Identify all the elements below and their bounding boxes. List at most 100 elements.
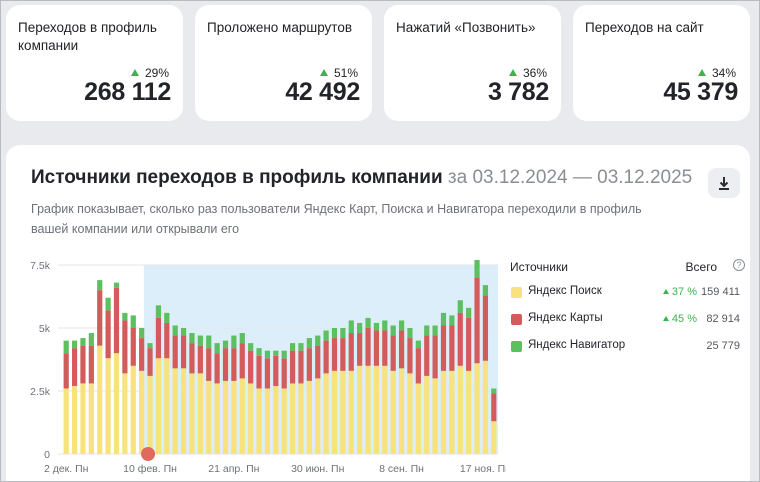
bar-segment-navigator bbox=[298, 343, 304, 351]
bar-segment-search bbox=[147, 375, 153, 454]
kpi-title: Нажатий «Позвонить» bbox=[396, 20, 536, 35]
bar-segment-maps bbox=[440, 325, 447, 371]
y-tick-label: 2.5k bbox=[30, 386, 51, 398]
bar-segment-search bbox=[63, 388, 69, 454]
bar-segment-navigator bbox=[398, 320, 405, 331]
legend-item-navigator[interactable]: Яндекс Навигатор 25 779 bbox=[510, 332, 745, 359]
bar-segment-maps bbox=[449, 325, 455, 371]
trend-up-icon bbox=[508, 69, 517, 76]
bar-segment-search bbox=[407, 373, 413, 454]
bar-segment-maps bbox=[130, 328, 136, 366]
legend-name: Яндекс Поиск bbox=[528, 285, 602, 297]
bar-segment-navigator bbox=[214, 343, 220, 354]
kpi-value: 3 782 bbox=[487, 78, 549, 106]
kpi-card-routes[interactable]: Проложено маршрутов 51% 42 492 bbox=[195, 5, 372, 121]
bar-segment-maps bbox=[365, 328, 371, 366]
bar-segment-navigator bbox=[71, 340, 78, 349]
bar-segment-search bbox=[491, 421, 497, 454]
bar-segment-navigator bbox=[147, 343, 153, 349]
bar-segment-navigator bbox=[273, 350, 279, 356]
sources-panel: Источники переходов в профиль компании з… bbox=[6, 145, 750, 482]
x-tick-label: 2 дек. Пн bbox=[44, 463, 89, 475]
bar-segment-navigator bbox=[248, 343, 254, 351]
bar-segment-search bbox=[113, 353, 120, 454]
bar-segment-search bbox=[281, 388, 287, 454]
bar-segment-navigator bbox=[155, 305, 162, 318]
bar-segment-navigator bbox=[415, 340, 421, 349]
bar-segment-search bbox=[180, 368, 187, 454]
trend-up-icon bbox=[662, 316, 669, 321]
bar-segment-maps bbox=[382, 330, 388, 366]
bar-segment-search bbox=[206, 380, 212, 454]
bar-segment-navigator bbox=[88, 333, 94, 346]
download-button[interactable] bbox=[708, 168, 740, 198]
legend-item-search[interactable]: Яндекс Поиск 37 % 159 411 bbox=[510, 278, 745, 305]
bar-segment-search bbox=[331, 370, 338, 454]
legend-total: 25 779 bbox=[706, 340, 740, 352]
kpi-card-site-visits[interactable]: Переходов на сайт 34% 45 379 bbox=[573, 5, 750, 121]
info-icon[interactable]: ? bbox=[733, 259, 745, 271]
bar-segment-search bbox=[398, 368, 405, 454]
bar-segment-maps bbox=[357, 333, 363, 366]
bar-segment-search bbox=[315, 378, 321, 454]
bar-segment-maps bbox=[113, 287, 120, 354]
bar-segment-navigator bbox=[180, 328, 187, 336]
bar-segment-search bbox=[273, 385, 279, 454]
bar-segment-search bbox=[164, 358, 170, 454]
bar-segment-navigator bbox=[113, 282, 120, 288]
bar-segment-navigator bbox=[256, 348, 262, 356]
bar-segment-maps bbox=[139, 338, 145, 371]
bar-segment-navigator bbox=[340, 328, 346, 339]
legend: Источники Всего ? Яндекс Поиск 37 % 159 … bbox=[510, 256, 745, 359]
x-tick-label: 8 сен. Пн bbox=[379, 463, 424, 475]
bar-segment-maps bbox=[105, 310, 111, 359]
kpi-delta: 36% bbox=[508, 66, 547, 80]
kpi-card-profile-visits[interactable]: Переходов в профиль компании 29% 268 112 bbox=[6, 5, 183, 121]
x-tick-label: 10 фев. Пн bbox=[123, 463, 177, 475]
bar-segment-navigator bbox=[315, 335, 321, 346]
panel-title: Источники переходов в профиль компании з… bbox=[31, 167, 693, 188]
kpi-card-calls[interactable]: Нажатий «Позвонить» 36% 3 782 bbox=[384, 5, 561, 121]
event-marker bbox=[141, 447, 156, 461]
bar-segment-maps bbox=[231, 348, 237, 381]
bar-segment-search bbox=[466, 370, 472, 454]
bar-segment-navigator bbox=[466, 307, 472, 318]
bar-segment-search bbox=[189, 373, 195, 454]
legend-name: Яндекс Карты bbox=[528, 312, 603, 324]
bar-segment-maps bbox=[482, 295, 489, 361]
kpi-delta: 29% bbox=[130, 66, 169, 80]
bar-segment-navigator bbox=[440, 312, 447, 326]
legend-item-maps[interactable]: Яндекс Карты 45 % 82 914 bbox=[510, 305, 745, 332]
x-tick-label: 17 ноя. Пн bbox=[460, 463, 506, 475]
bar-segment-navigator bbox=[197, 335, 203, 346]
bar-segment-search bbox=[424, 375, 430, 454]
kpi-value: 45 379 bbox=[663, 78, 738, 106]
bar-segment-maps bbox=[306, 348, 312, 381]
bar-segment-maps bbox=[398, 330, 405, 369]
bar-segment-maps bbox=[97, 290, 103, 346]
bar-segment-navigator bbox=[357, 322, 363, 334]
legend-delta: 37 % bbox=[662, 286, 697, 298]
kpi-delta: 51% bbox=[319, 66, 358, 80]
bar-segment-search bbox=[88, 383, 94, 454]
legend-total: 159 411 bbox=[701, 286, 740, 298]
bar-segment-navigator bbox=[306, 338, 312, 349]
bar-segment-search bbox=[449, 370, 455, 454]
bar-segment-maps bbox=[348, 333, 354, 371]
bar-segment-navigator bbox=[482, 285, 489, 296]
bar-segment-navigator bbox=[80, 338, 86, 346]
bar-segment-search bbox=[239, 378, 245, 454]
bar-segment-maps bbox=[323, 340, 329, 374]
bar-segment-navigator bbox=[373, 322, 380, 331]
download-icon bbox=[719, 177, 729, 190]
bar-segment-search bbox=[155, 358, 162, 454]
bar-segment-search bbox=[390, 370, 396, 454]
bar-segment-maps bbox=[432, 335, 438, 379]
bar-segment-search bbox=[139, 370, 145, 454]
bar-segment-search bbox=[382, 365, 388, 454]
bar-segment-maps bbox=[122, 320, 128, 374]
legend-sources-label: Источники bbox=[510, 260, 568, 274]
bar-segment-navigator bbox=[331, 328, 338, 339]
bar-segment-search bbox=[248, 383, 254, 454]
bar-segment-navigator bbox=[130, 315, 136, 328]
